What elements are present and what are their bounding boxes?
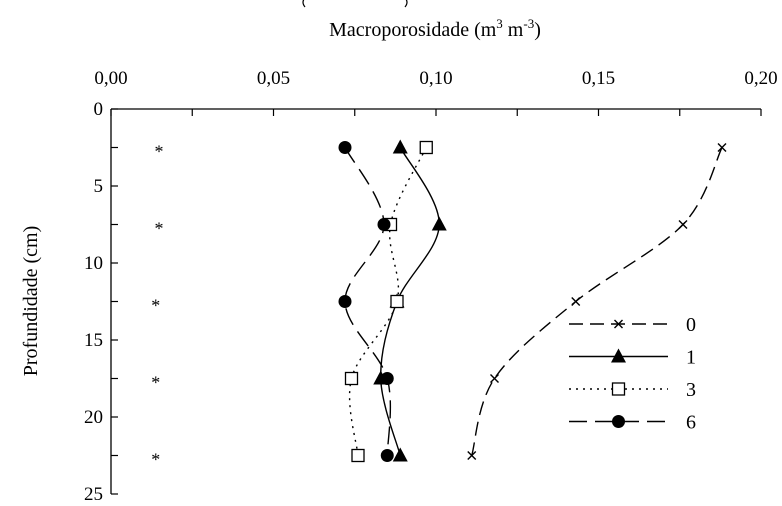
y-tick-label: 15 (84, 330, 103, 351)
x-tick-labels: 0,00 0,05 0,10 0,15 0,20 (94, 68, 777, 89)
legend-swatch-marker (611, 382, 626, 396)
series-3-line (348, 147, 427, 456)
axes (110, 108, 762, 495)
y-tick-label: 20 (84, 407, 103, 428)
significance-asterisk: * (155, 219, 164, 239)
series-3 (344, 140, 433, 463)
legend-label: 3 (686, 379, 696, 401)
significance-marks: * * * * * (151, 142, 163, 470)
series-3-point (419, 140, 433, 155)
series-0-line (471, 147, 723, 456)
series-1 (373, 139, 447, 462)
legend-item-0: 0 (569, 314, 696, 336)
legend-swatch-marker (614, 319, 623, 329)
x-tick-label: 0,00 (94, 68, 127, 89)
significance-asterisk: * (151, 296, 160, 316)
series-0-point (571, 297, 581, 306)
legend-label: 0 (686, 314, 696, 336)
legend-item-1: 1 (569, 347, 696, 369)
y-tick-label: 0 (94, 99, 104, 120)
x-marker-stroke (717, 143, 727, 152)
series-1-point (431, 216, 447, 231)
series-0-point (678, 220, 688, 229)
y-axis-title: Profundidade (cm) (20, 226, 42, 377)
cropped-header-fragment (302, 0, 408, 8)
series-0 (467, 143, 727, 460)
series-6-point (338, 295, 352, 308)
x-marker-stroke (571, 297, 581, 306)
x-tick-label: 0,05 (257, 68, 290, 89)
legend-label: 1 (686, 347, 696, 369)
series-6-point (380, 372, 394, 385)
series-6-point (338, 141, 352, 154)
x-marker-stroke (467, 451, 477, 460)
x-axis-title: Macroporosidade (m3 m-3) (329, 16, 541, 41)
series-1-point (392, 447, 408, 462)
legend-item-3: 3 (569, 379, 696, 401)
series-1-line (380, 147, 440, 456)
legend-swatch-marker (612, 415, 625, 428)
x-marker-stroke (678, 220, 688, 229)
series-layer (338, 139, 727, 463)
y-tick-label: 10 (84, 253, 103, 274)
significance-asterisk: * (151, 373, 160, 393)
x-tick-label: 0,10 (419, 68, 452, 89)
legend: 0 1 3 6 (569, 314, 696, 434)
series-6 (338, 141, 394, 462)
y-tick-label: 25 (84, 484, 103, 505)
legend-swatch-marker (611, 348, 626, 363)
series-3-point (344, 371, 359, 386)
x-marker-stroke (490, 374, 499, 383)
x-tick-label: 0,20 (744, 68, 777, 89)
series-3-point (351, 448, 365, 463)
y-tick-label: 5 (94, 176, 104, 197)
x-tick-label: 0,15 (582, 68, 615, 89)
series-0-point (467, 451, 477, 460)
series-0-point (717, 143, 727, 152)
series-6-line (344, 147, 392, 456)
series-1-point (392, 139, 408, 154)
legend-label: 6 (686, 412, 696, 434)
series-6-point (377, 218, 391, 231)
x-marker-stroke (614, 319, 623, 329)
series-3-point (390, 294, 404, 309)
significance-asterisk: * (151, 450, 160, 470)
y-tick-labels: 0 5 10 15 20 25 (84, 99, 103, 505)
series-0-point (490, 374, 499, 383)
legend-item-6: 6 (569, 412, 696, 434)
significance-asterisk: * (155, 142, 164, 162)
series-6-point (380, 449, 394, 462)
